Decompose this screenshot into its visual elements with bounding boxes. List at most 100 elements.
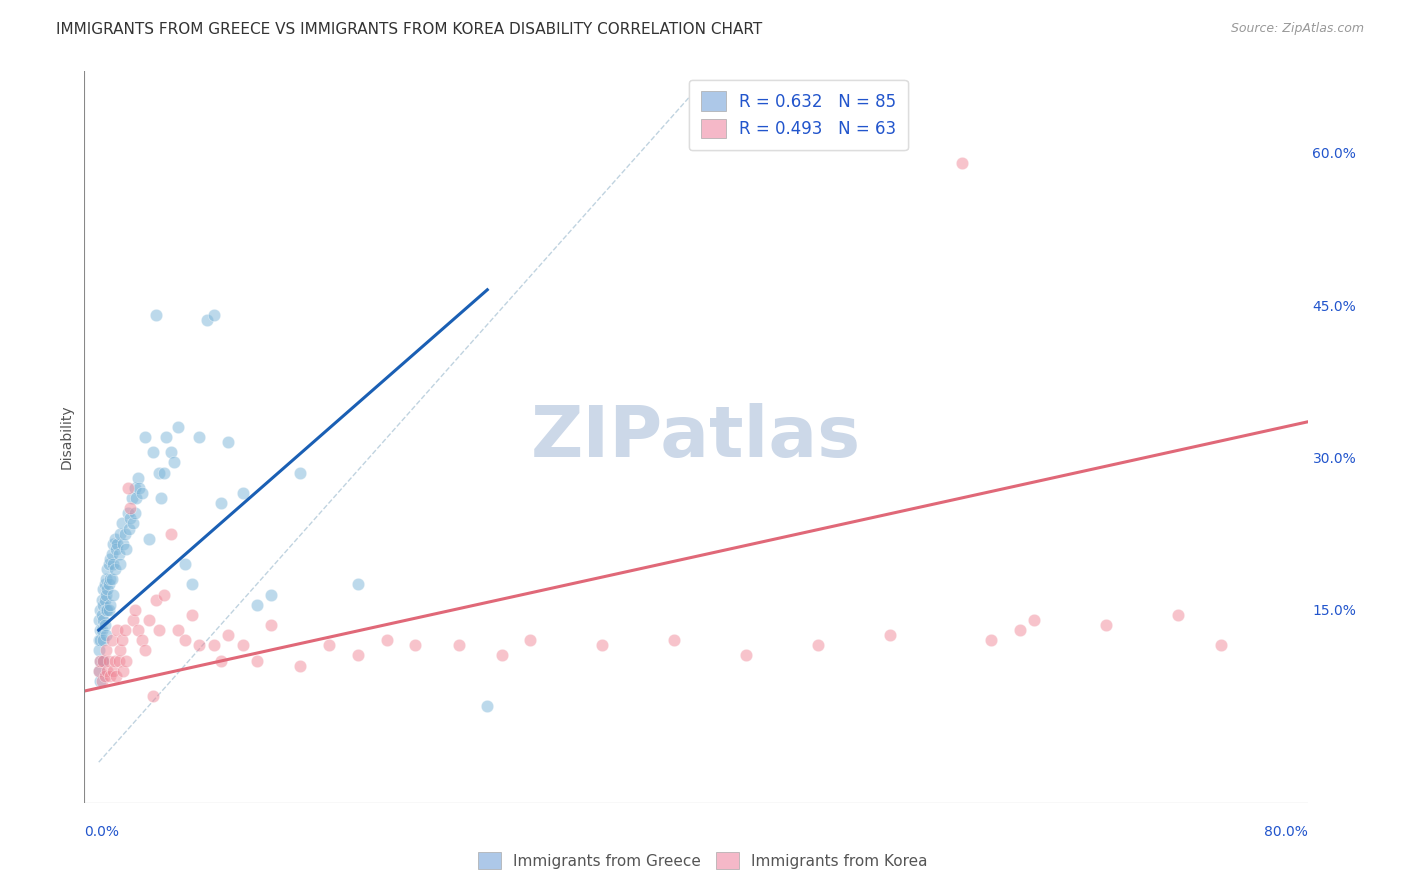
- Text: ZIPatlas: ZIPatlas: [531, 402, 860, 472]
- Point: [89, 654, 111, 668]
- Point: [94, 572, 117, 586]
- Point: [103, 532, 125, 546]
- Point: [90, 592, 112, 607]
- Point: [115, 541, 138, 556]
- Point: [110, 557, 132, 571]
- Point: [91, 654, 114, 668]
- Point: [90, 623, 112, 637]
- Point: [94, 588, 117, 602]
- Point: [91, 633, 114, 648]
- Point: [260, 588, 283, 602]
- Point: [93, 618, 115, 632]
- Point: [138, 613, 160, 627]
- Point: [346, 577, 368, 591]
- Point: [188, 430, 211, 444]
- Point: [591, 638, 613, 652]
- Point: [131, 633, 153, 648]
- Point: [101, 664, 124, 678]
- Point: [290, 466, 312, 480]
- Point: [90, 654, 112, 668]
- Point: [346, 648, 368, 663]
- Point: [217, 628, 239, 642]
- Point: [142, 445, 165, 459]
- Point: [1211, 638, 1233, 652]
- Point: [202, 638, 225, 652]
- Point: [167, 623, 190, 637]
- Point: [108, 654, 131, 668]
- Point: [117, 481, 139, 495]
- Point: [101, 557, 124, 571]
- Point: [90, 607, 112, 622]
- Point: [112, 664, 135, 678]
- Point: [89, 633, 111, 648]
- Point: [145, 592, 167, 607]
- Point: [101, 588, 124, 602]
- Point: [134, 430, 156, 444]
- Point: [124, 506, 146, 520]
- Point: [128, 481, 150, 495]
- Point: [209, 496, 232, 510]
- Point: [125, 491, 148, 505]
- Text: 80.0%: 80.0%: [1264, 825, 1308, 839]
- Point: [149, 491, 172, 505]
- Text: IMMIGRANTS FROM GREECE VS IMMIGRANTS FROM KOREA DISABILITY CORRELATION CHART: IMMIGRANTS FROM GREECE VS IMMIGRANTS FRO…: [56, 22, 762, 37]
- Point: [1024, 613, 1046, 627]
- Point: [89, 654, 111, 668]
- Point: [111, 516, 134, 531]
- Point: [111, 633, 134, 648]
- Point: [93, 577, 115, 591]
- Point: [114, 623, 136, 637]
- Point: [91, 654, 114, 668]
- Point: [950, 156, 973, 170]
- Point: [124, 603, 146, 617]
- Point: [148, 466, 170, 480]
- Point: [152, 466, 174, 480]
- Point: [174, 557, 197, 571]
- Point: [98, 669, 121, 683]
- Point: [318, 638, 340, 652]
- Point: [96, 664, 118, 678]
- Legend: Immigrants from Greece, Immigrants from Korea: Immigrants from Greece, Immigrants from …: [472, 846, 934, 875]
- Point: [879, 628, 901, 642]
- Point: [87, 664, 110, 678]
- Point: [174, 633, 197, 648]
- Text: 0.0%: 0.0%: [84, 825, 120, 839]
- Point: [447, 638, 470, 652]
- Point: [181, 577, 204, 591]
- Point: [148, 623, 170, 637]
- Point: [1095, 618, 1118, 632]
- Point: [87, 643, 110, 657]
- Point: [202, 308, 225, 322]
- Point: [127, 623, 149, 637]
- Point: [142, 689, 165, 703]
- Point: [120, 511, 142, 525]
- Point: [162, 455, 184, 469]
- Point: [93, 669, 115, 683]
- Point: [477, 699, 499, 714]
- Point: [94, 628, 117, 642]
- Point: [145, 308, 167, 322]
- Point: [87, 633, 110, 648]
- Point: [91, 598, 114, 612]
- Point: [98, 572, 121, 586]
- Point: [114, 526, 136, 541]
- Point: [103, 654, 125, 668]
- Point: [97, 603, 120, 617]
- Point: [122, 516, 145, 531]
- Point: [117, 506, 139, 520]
- Point: [246, 654, 269, 668]
- Point: [97, 577, 120, 591]
- Point: [93, 592, 115, 607]
- Point: [98, 552, 121, 566]
- Point: [127, 471, 149, 485]
- Point: [100, 547, 122, 561]
- Point: [98, 598, 121, 612]
- Point: [120, 501, 142, 516]
- Text: Source: ZipAtlas.com: Source: ZipAtlas.com: [1230, 22, 1364, 36]
- Point: [89, 673, 111, 688]
- Legend: R = 0.632   N = 85, R = 0.493   N = 63: R = 0.632 N = 85, R = 0.493 N = 63: [689, 79, 908, 150]
- Y-axis label: Disability: Disability: [59, 405, 73, 469]
- Point: [121, 491, 143, 505]
- Point: [90, 673, 112, 688]
- Point: [89, 603, 111, 617]
